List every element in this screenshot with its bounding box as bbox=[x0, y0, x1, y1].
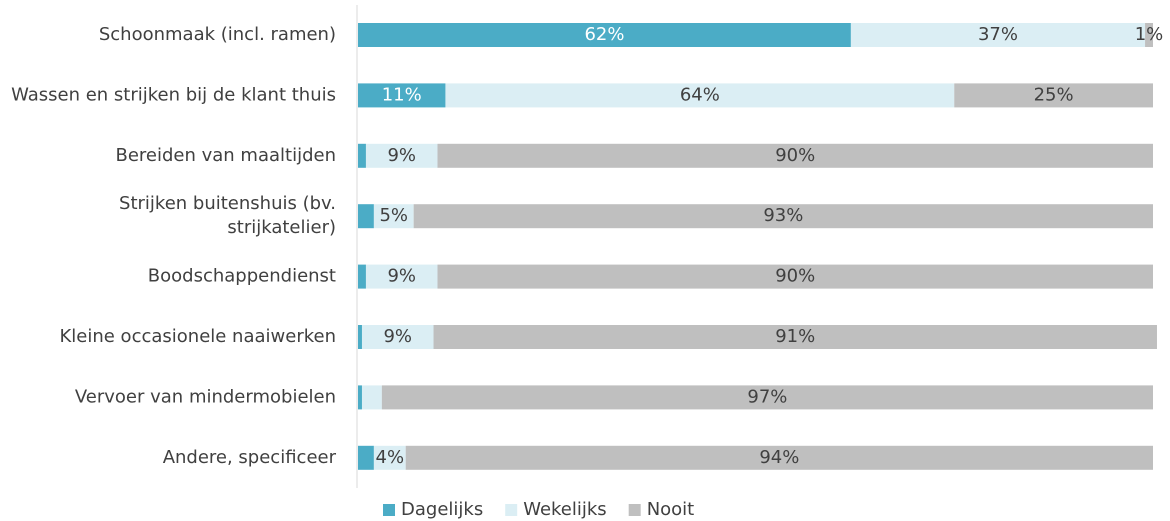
bar-segment bbox=[365, 264, 438, 289]
category-label: Strijken buitenshuis (bv. strijkatelier) bbox=[119, 193, 336, 238]
bar-segment bbox=[358, 264, 366, 289]
category-label: Bereiden van maaltijden bbox=[115, 145, 336, 166]
category-label: Boodschappendienst bbox=[148, 266, 336, 287]
bar-segment bbox=[358, 385, 362, 410]
category-label: Kleine occasionele naaiwerken bbox=[59, 326, 336, 347]
bar-segment bbox=[358, 23, 851, 47]
value-label: 9% bbox=[387, 145, 416, 166]
legend-label: Wekelijks bbox=[523, 499, 606, 520]
category-label: Andere, specificeer bbox=[163, 447, 337, 468]
bar-segment bbox=[358, 445, 374, 470]
bar-segment bbox=[850, 23, 1146, 47]
value-label: 11% bbox=[382, 84, 422, 105]
value-label: 94% bbox=[759, 447, 799, 468]
value-label: 64% bbox=[680, 84, 720, 105]
bar-segment bbox=[361, 325, 434, 349]
bar-segment bbox=[445, 83, 955, 108]
bar-segment bbox=[373, 204, 414, 229]
value-label: 62% bbox=[584, 24, 624, 45]
legend-label: Nooit bbox=[647, 499, 695, 520]
legend-swatch bbox=[383, 504, 395, 516]
value-label: 37% bbox=[978, 24, 1018, 45]
value-label: 9% bbox=[387, 266, 416, 287]
legend-swatch bbox=[505, 504, 518, 516]
bar-segment bbox=[358, 83, 446, 108]
bar-segment bbox=[1145, 23, 1153, 47]
value-label: 1% bbox=[1135, 24, 1164, 45]
bar-segment bbox=[437, 264, 1153, 289]
category-label: Schoonmaak (incl. ramen) bbox=[99, 24, 336, 45]
bar-segment bbox=[954, 83, 1153, 108]
value-label: 9% bbox=[383, 326, 412, 347]
value-label: 4% bbox=[376, 447, 405, 468]
value-label: 91% bbox=[775, 326, 815, 347]
bar-segment bbox=[358, 143, 366, 168]
bar-segment bbox=[358, 204, 374, 229]
category-label-line: strijkatelier) bbox=[227, 217, 336, 238]
value-label: 93% bbox=[763, 205, 803, 226]
legend-swatch bbox=[628, 504, 641, 516]
bar-segment bbox=[405, 445, 1153, 470]
category-label: Wassen en strijken bij de klant thuis bbox=[11, 84, 336, 105]
value-label: 90% bbox=[775, 145, 815, 166]
value-label: 5% bbox=[379, 205, 408, 226]
value-label: 25% bbox=[1034, 84, 1074, 105]
bar-segment bbox=[373, 445, 406, 470]
category-label: Vervoer van mindermobielen bbox=[75, 386, 336, 407]
bar-segment bbox=[437, 143, 1153, 168]
bar-segment bbox=[365, 143, 438, 168]
value-label: 97% bbox=[747, 386, 787, 407]
bar-segment bbox=[381, 385, 1154, 410]
legend-label: Dagelijks bbox=[401, 499, 483, 520]
bar-segment bbox=[413, 204, 1153, 229]
bar-segment bbox=[433, 325, 1157, 349]
category-label-line: Strijken buitenshuis (bv. bbox=[119, 193, 336, 214]
value-label: 90% bbox=[775, 266, 815, 287]
bar-segment bbox=[358, 325, 362, 349]
bar-segment bbox=[361, 385, 382, 410]
